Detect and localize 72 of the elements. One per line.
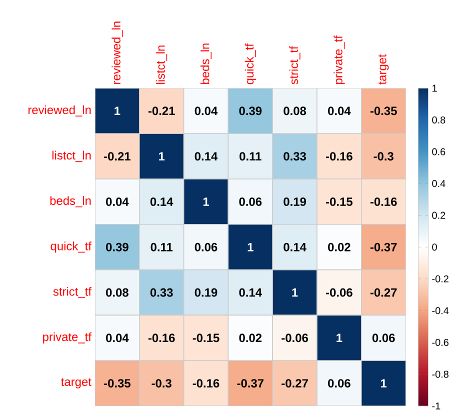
x-tick-label: target <box>378 54 389 85</box>
x-tick-label: beds_ln <box>200 44 212 84</box>
data-label: -0.3 <box>374 152 394 161</box>
data-label: -0.06 <box>282 334 308 342</box>
data-label: 0.06 <box>372 334 395 342</box>
data-label: 0.19 <box>194 288 218 297</box>
data-label: 1 <box>248 243 254 252</box>
data-label: 0.33 <box>284 152 306 161</box>
data-label: 1 <box>114 106 120 116</box>
data-label: -0.35 <box>370 106 397 116</box>
x-tick-label: quick_tf <box>244 43 256 84</box>
y-tick-label: beds_ln <box>50 196 91 208</box>
data-label: 1 <box>203 198 209 206</box>
data-label: 0.02 <box>328 242 350 252</box>
data-label: -0.16 <box>148 334 175 342</box>
data-label: 0.06 <box>239 197 262 206</box>
data-label: 0.06 <box>194 242 218 252</box>
color-bar-label: -0.8 <box>432 370 448 378</box>
data-label: -0.06 <box>326 288 352 297</box>
color-bar-label: 0.4 <box>432 180 446 188</box>
x-tick-label: listct_ln <box>156 46 168 84</box>
x-tick-label: strict_tf <box>289 46 300 84</box>
data-label: 0.14 <box>150 197 174 206</box>
color-bar-label: -0.4 <box>432 307 449 314</box>
data-label: 0.04 <box>328 106 351 116</box>
data-label: -0.27 <box>370 288 397 297</box>
data-label: 1 <box>381 379 387 388</box>
data-label: -0.37 <box>237 379 264 388</box>
data-label: -0.15 <box>192 334 220 342</box>
y-tick-label: quick_tf <box>50 242 92 253</box>
data-label: 1 <box>159 152 165 160</box>
color-bar-label: 0.8 <box>432 116 446 124</box>
color-bar-label: 0.6 <box>432 148 446 156</box>
data-label: -0.3 <box>152 379 172 388</box>
y-tick-label: target <box>61 378 92 388</box>
data-label: 0.04 <box>106 334 129 342</box>
data-label: 0.04 <box>106 197 129 206</box>
data-label: 0.39 <box>239 106 262 116</box>
data-label: 0.19 <box>284 197 306 206</box>
color-bar-label: 0 <box>432 244 437 251</box>
data-label: -0.27 <box>282 379 308 388</box>
data-label: 0.11 <box>240 152 262 161</box>
x-tick-label: private_tf <box>334 36 345 84</box>
data-label: 0.11 <box>150 242 173 252</box>
y-tick-label: listct_ln <box>52 150 91 162</box>
data-label: -0.16 <box>370 197 397 206</box>
data-label: -0.35 <box>104 379 130 388</box>
data-label: -0.16 <box>192 379 220 388</box>
data-label: 0.08 <box>106 288 128 297</box>
y-tick-label: private_tf <box>43 332 92 344</box>
data-label: 0.08 <box>284 106 306 116</box>
y-tick-label: reviewed_ln <box>28 105 91 116</box>
y-tick-label: strict_tf <box>53 286 92 298</box>
data-label: 0.02 <box>239 334 262 342</box>
data-label: 0.39 <box>106 242 128 252</box>
color-bar-label: -0.2 <box>432 275 448 282</box>
data-label: -0.37 <box>370 242 397 252</box>
data-label: -0.21 <box>104 152 130 161</box>
data-label: 0.06 <box>328 379 350 388</box>
color-bar-label: -0.6 <box>432 338 448 346</box>
color-bar-label: -1 <box>432 402 440 410</box>
data-label: 0.14 <box>239 288 262 297</box>
data-label: 0.33 <box>150 288 173 297</box>
data-label: -0.16 <box>326 152 352 161</box>
color-bar-label: 0.2 <box>432 212 446 219</box>
data-label: 1 <box>292 288 298 297</box>
data-label: 0.14 <box>284 242 306 252</box>
data-label: -0.15 <box>326 197 352 206</box>
data-label: 0.14 <box>194 152 218 161</box>
data-label: -0.21 <box>148 106 175 116</box>
data-label: 1 <box>336 334 342 342</box>
color-bar-label: 1 <box>432 84 437 92</box>
